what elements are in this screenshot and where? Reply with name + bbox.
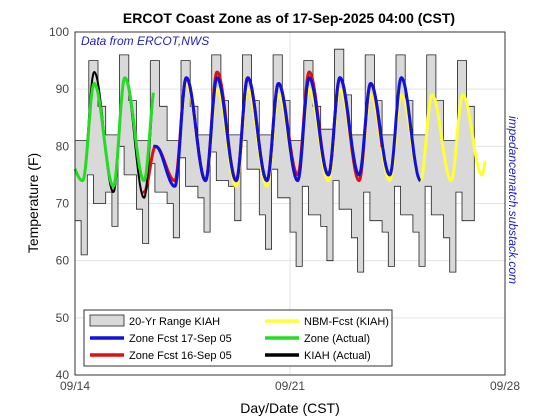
credit-note: impedancematch.substack.com xyxy=(506,116,520,284)
y-tick-labels: 40 50 60 70 80 90 100 xyxy=(49,25,69,382)
plot-frame xyxy=(74,31,506,376)
source-note: Data from ERCOT,NWS xyxy=(81,34,209,48)
x-tick-label: 09/21 xyxy=(275,379,305,393)
legend-swatch xyxy=(89,314,125,327)
legend-label: Zone (Actual) xyxy=(304,333,370,345)
series-layer xyxy=(73,70,487,199)
y-tick-label: 50 xyxy=(56,311,70,325)
legend-label: Zone Fcst 17-Sep 05 xyxy=(129,333,232,345)
x-tick-label: 09/28 xyxy=(490,379,520,393)
x-tick-label: 09/14 xyxy=(60,379,90,393)
legend-box xyxy=(83,309,393,367)
y-tick-label: 100 xyxy=(49,25,69,39)
chart-title: ERCOT Coast Zone as of 17-Sep-2025 04:00… xyxy=(123,10,455,26)
y-tick-label: 90 xyxy=(56,82,70,96)
y-tick-label: 60 xyxy=(56,254,70,268)
legend-label: NBM-Fcst (KIAH) xyxy=(304,316,389,328)
legend-label: Zone Fcst 16-Sep 05 xyxy=(129,350,232,362)
x-axis-label: Day/Date (CST) xyxy=(240,400,340,416)
legend-label: KIAH (Actual) xyxy=(304,350,371,362)
y-tick-label: 70 xyxy=(56,197,70,211)
series-line-zone-fcst-17-sep-05 xyxy=(152,76,422,188)
legend-label: 20-Yr Range KIAH xyxy=(129,316,220,328)
legend: 20-Yr Range KIAH NBM-Fcst (KIAH) Zone Fcst… xyxy=(83,309,393,367)
y-tick-label: 40 xyxy=(56,368,70,382)
series-line-zone-actual xyxy=(73,76,155,188)
y-axis-label: Temperature (F) xyxy=(25,153,41,253)
x-tick-labels: 09/14 09/21 09/28 xyxy=(60,379,520,393)
y-tick-label: 80 xyxy=(56,139,70,153)
